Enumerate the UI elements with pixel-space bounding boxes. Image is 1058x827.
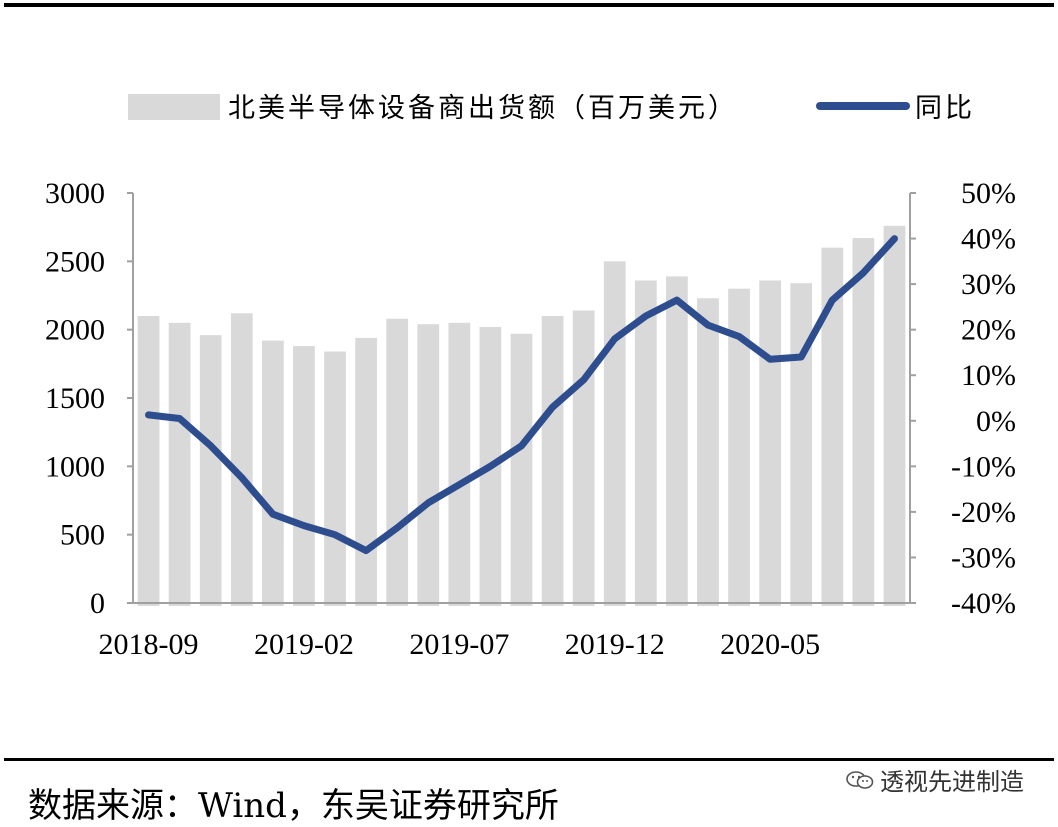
footer-rule (4, 758, 1054, 761)
bar (790, 283, 813, 606)
left-tick-label: 1000 (45, 450, 105, 483)
watermark: 透视先进制造 (846, 762, 1024, 797)
source-note: 数据来源：Wind，东吴证券研究所 (28, 786, 559, 826)
bar (603, 261, 626, 606)
watermark-text: 透视先进制造 (880, 768, 1024, 796)
right-tick-label: -40% (951, 587, 1016, 620)
bar (852, 238, 875, 606)
left-tick-label: 500 (60, 519, 105, 552)
bar (697, 298, 719, 606)
bar (324, 351, 346, 606)
bar (199, 335, 222, 606)
legend-bar-label: 北美半导体设备商出货额（百万美元） (228, 93, 738, 124)
right-tick-label: 40% (961, 223, 1016, 256)
bar (883, 225, 906, 607)
bar (293, 346, 315, 606)
right-tick-label: -30% (951, 541, 1016, 574)
bar (386, 318, 409, 606)
bar (728, 288, 750, 606)
bar (168, 322, 191, 606)
bar (666, 276, 688, 606)
bar (355, 337, 377, 606)
wechat-icon (846, 770, 874, 789)
legend: 北美半导体设备商出货额（百万美元） 同比 (128, 93, 975, 124)
right-tick-label: -10% (951, 450, 1016, 483)
legend-line-label: 同比 (915, 93, 975, 124)
right-tick-label: -20% (951, 496, 1016, 529)
right-tick-label: 20% (961, 314, 1016, 347)
x-tick-label: 2019-07 (409, 628, 509, 661)
bar (572, 310, 595, 606)
left-tick-label: 2500 (45, 245, 105, 278)
x-tick-label: 2019-12 (565, 628, 665, 661)
left-tick-label: 3000 (45, 177, 105, 210)
left-tick-label: 2000 (45, 314, 105, 347)
bar-series (137, 225, 906, 607)
bar (541, 316, 564, 606)
legend-bar-swatch (128, 94, 220, 120)
bar (821, 247, 844, 606)
left-tick-label: 1500 (45, 382, 105, 415)
right-tick-label: 10% (961, 359, 1016, 392)
bottom-axis: 2018-09 2019-02 2019-07 2019-12 2020-05 (99, 602, 910, 661)
right-axis: -40% -30% -20% -10% 0% 10% 20% 30% 40% 50% (909, 177, 1016, 620)
yoy-line (145, 235, 898, 555)
bar (261, 340, 284, 606)
x-tick-label: 2019-02 (254, 628, 354, 661)
bar (759, 280, 782, 606)
bar (417, 324, 440, 606)
bar (230, 313, 253, 606)
bar (448, 322, 471, 606)
right-tick-label: 30% (961, 268, 1016, 301)
top-rule (4, 3, 1054, 7)
right-tick-label: 0% (976, 405, 1016, 438)
chart: 0 500 1000 1500 2000 2500 3000 -40% -30% -20% -10… (45, 93, 1016, 661)
x-tick-label: 2018-09 (99, 628, 199, 661)
line-series (145, 235, 898, 555)
right-tick-label: 50% (961, 177, 1016, 210)
bar (137, 316, 160, 606)
left-axis: 0 500 1000 1500 2000 2500 3000 (45, 177, 134, 620)
x-tick-label: 2020-05 (720, 628, 820, 661)
bar (510, 333, 533, 606)
left-tick-label: 0 (90, 587, 105, 620)
bar (634, 280, 657, 606)
